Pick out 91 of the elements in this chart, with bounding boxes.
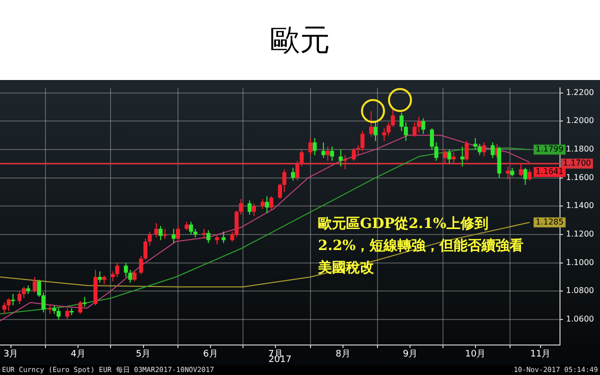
candlestick — [132, 270, 137, 282]
y-tick-label: 1.1800 — [566, 144, 594, 154]
candlestick — [400, 112, 404, 132]
candlestick — [278, 182, 282, 200]
x-tick-label: 10月 — [465, 350, 486, 360]
candlestick — [260, 198, 265, 210]
candlestick — [22, 286, 26, 299]
candlestick — [264, 196, 269, 214]
candlestick — [176, 225, 180, 242]
x-tick-label: 8月 — [336, 350, 350, 360]
candlestick — [416, 116, 421, 133]
y-tick-label: 1.0600 — [566, 314, 594, 324]
candlestick — [11, 293, 16, 306]
candlestick — [386, 122, 391, 136]
candlestick — [506, 166, 510, 180]
chart-title: 歐元 — [269, 22, 331, 60]
candlestick — [41, 292, 46, 313]
candlestick — [6, 298, 11, 312]
candlestick — [65, 308, 70, 320]
candlestick — [321, 142, 326, 158]
candlestick — [434, 142, 438, 162]
candlestick — [338, 148, 343, 167]
candlestick — [421, 118, 426, 134]
y-tick-label: 1.1000 — [566, 258, 594, 267]
candlestick — [430, 128, 434, 150]
candlestick — [206, 230, 210, 244]
candlestick — [447, 148, 452, 164]
candlestick — [189, 221, 194, 235]
x-tick-label: 5月 — [136, 350, 151, 360]
candlestick — [374, 122, 378, 142]
candlestick — [269, 196, 274, 211]
candlestick — [404, 122, 408, 142]
y-tick-label: 1.2000 — [566, 116, 594, 126]
candlestick — [172, 228, 176, 244]
candlestick — [326, 146, 330, 162]
candlestick — [56, 308, 61, 320]
candlestick — [518, 163, 523, 177]
candlestick — [115, 262, 120, 278]
candlestick — [390, 108, 395, 128]
candlestick — [158, 225, 163, 241]
candlestick — [360, 130, 364, 152]
candlestick — [139, 255, 144, 275]
candlestick — [248, 200, 252, 216]
candlestick — [2, 302, 6, 314]
candlestick — [230, 231, 234, 242]
candlestick — [98, 270, 102, 284]
candlestick — [37, 279, 42, 298]
candlestick — [442, 148, 447, 164]
candlestick — [78, 300, 82, 314]
ref-line-label: 1.1700 — [563, 158, 591, 168]
candlestick — [308, 138, 312, 156]
candlestick — [412, 122, 417, 138]
x-tick-label: 9月 — [402, 350, 418, 360]
candlestick — [238, 198, 243, 216]
candlestick — [482, 142, 486, 158]
candlestick — [490, 142, 495, 158]
annotation: 1.1641 — [536, 167, 564, 176]
data-label: 1.1285 — [536, 218, 564, 226]
candlestick — [154, 222, 158, 238]
y-tick-label: 1.1600 — [566, 172, 594, 182]
candlestick — [148, 231, 152, 246]
candlestick — [252, 202, 256, 217]
candlestick — [82, 296, 87, 308]
candlestick — [291, 167, 296, 182]
candlestick — [382, 128, 386, 142]
y-tick-label: 1.1200 — [566, 230, 594, 239]
candlestick — [369, 110, 374, 138]
x-tick-label: 3月 — [3, 350, 18, 360]
candlestick — [282, 168, 286, 192]
candlestick — [523, 167, 528, 186]
candlestick — [452, 152, 456, 164]
candlestick — [312, 138, 317, 156]
candlestick — [143, 238, 148, 260]
candlestick — [162, 228, 167, 240]
y-tick-label: 1.0800 — [566, 286, 594, 296]
candlestick — [460, 146, 464, 167]
x-tick-label: 4月 — [70, 350, 86, 360]
candlestick — [18, 290, 22, 304]
candlestick — [352, 148, 356, 162]
candlestick — [234, 210, 239, 238]
candlestick — [528, 168, 532, 182]
candlestick — [202, 228, 206, 240]
y-tick-label: 1.1400 — [566, 201, 594, 210]
x-tick-label: 11月 — [530, 350, 551, 360]
candlestick — [343, 154, 348, 170]
data-label: 1.1799 — [536, 144, 564, 154]
y-tick-label: 1.2200 — [566, 88, 594, 97]
candlestick — [330, 146, 334, 162]
candlestick — [32, 276, 37, 294]
candlestick — [464, 140, 469, 162]
x-tick-label: 6月 — [203, 350, 218, 360]
